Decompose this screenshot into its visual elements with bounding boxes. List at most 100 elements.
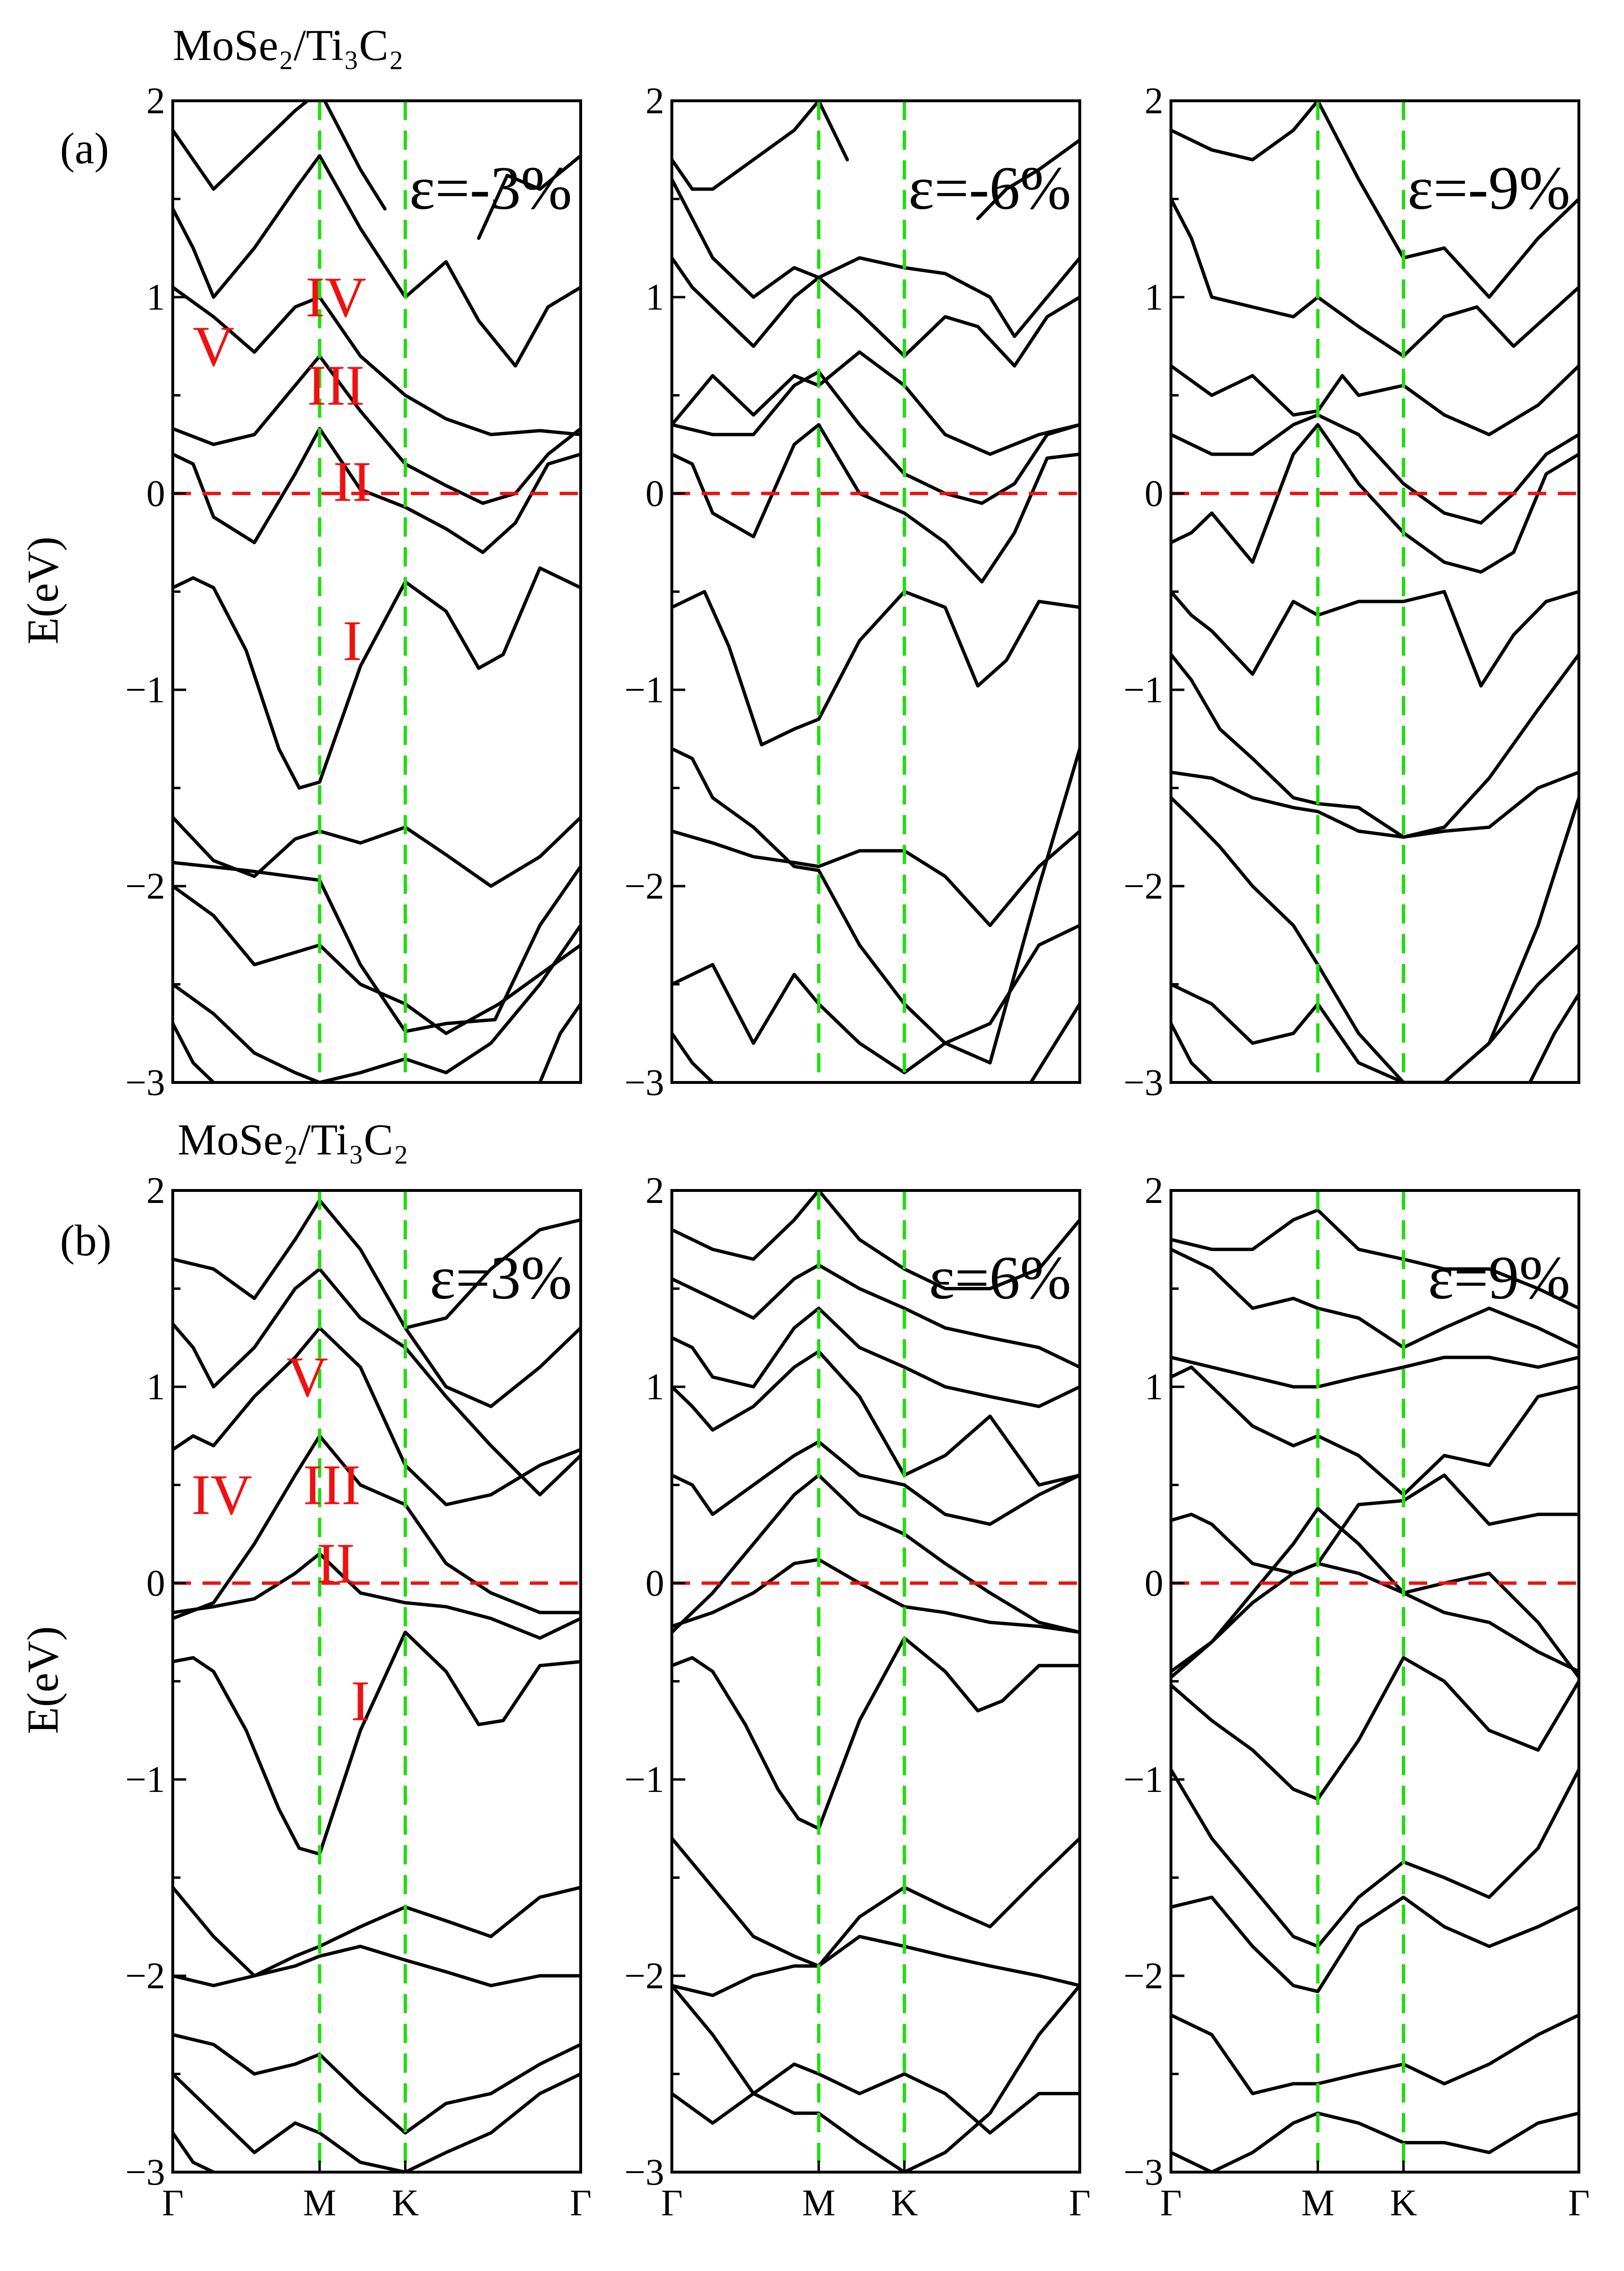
band-line-a3-b10 bbox=[1171, 943, 1579, 1082]
xtick-label-b2-1: M bbox=[802, 2182, 835, 2223]
strain-label-b1: ε=3% bbox=[430, 1244, 572, 1312]
band-line-b2-b5 bbox=[672, 1473, 1080, 1634]
ytick-label-b3-0: 2 bbox=[1145, 1169, 1163, 1211]
band-line-a2-b8 bbox=[672, 178, 1080, 338]
band-annotation-b1-4: I bbox=[351, 1669, 370, 1732]
panel-b3: 210−1−2−3Γ M K Γε=9% bbox=[1123, 1169, 1590, 2223]
xtick-label-b2-2: K bbox=[891, 2182, 918, 2223]
ylabel-b: E(eV) bbox=[18, 1626, 67, 1734]
band-line-a1-b2 bbox=[173, 816, 581, 888]
band-line-b1-b5 bbox=[173, 1434, 581, 1621]
band-line-a3-b12 bbox=[1528, 992, 1579, 1082]
ytick-label-b3-3: −1 bbox=[1123, 1758, 1163, 1800]
band-line-b1-b9 bbox=[404, 1218, 581, 1330]
band-line-a3-b5 bbox=[1171, 413, 1579, 525]
band-line-b3-b11 bbox=[1171, 1208, 1579, 1310]
bands-a1 bbox=[173, 101, 581, 1082]
band-line-a2-b7 bbox=[672, 256, 1080, 368]
panel-label-b: (b) bbox=[60, 1216, 111, 1265]
panel-a2: 2 1 0 −1 −2 −3 ε=-6% bbox=[624, 80, 1081, 1103]
band-line-b3-b1 bbox=[1171, 2013, 1579, 2095]
band-line-b2-b7 bbox=[672, 1349, 1080, 1487]
band-annotation-a1-0: V bbox=[193, 314, 235, 378]
band-annotation-a1-3: II bbox=[333, 449, 371, 513]
band-line-a1-b10 bbox=[173, 884, 581, 1035]
band-line-b2-b1 bbox=[672, 1935, 1080, 1997]
band-line-a3-b4 bbox=[1171, 423, 1579, 574]
band-line-a2-b11 bbox=[672, 924, 1080, 1075]
ytick-label-b1-3: −1 bbox=[125, 1758, 165, 1800]
xtick-label-b3-2: K bbox=[1390, 2182, 1417, 2223]
ytick-label-b1-0: 2 bbox=[146, 1169, 165, 1211]
band-line-a2-b3 bbox=[672, 590, 1080, 746]
band-line-a3-b3 bbox=[1171, 590, 1579, 688]
band-line-b1-b7 bbox=[173, 1267, 581, 1497]
ytick-label-a3-5: −3 bbox=[1123, 1061, 1163, 1103]
band-annotation-b1-2: III bbox=[303, 1453, 361, 1517]
band-line-a1-b4 bbox=[173, 427, 581, 554]
ytick-label-b3-4: −2 bbox=[1123, 1955, 1163, 1996]
ytick-label-a1-5: −3 bbox=[125, 1061, 165, 1103]
band-line-a1-b8 bbox=[173, 101, 387, 211]
band-annotation-a1-2: III bbox=[307, 353, 365, 417]
ytick-label-a1-4: −2 bbox=[125, 865, 165, 907]
bands-b1 bbox=[173, 1198, 581, 2172]
band-line-a2-b10 bbox=[976, 138, 1080, 220]
xtick-label-b1-3: Γ bbox=[570, 2182, 591, 2223]
bands-a3 bbox=[1171, 101, 1579, 1082]
band-line-a3-b1 bbox=[1171, 770, 1579, 839]
band-line-b1-b11 bbox=[173, 2072, 581, 2172]
ytick-label-b1-4: −2 bbox=[125, 1955, 165, 1996]
axes-box-b2 bbox=[670, 1189, 1081, 2174]
band-line-b2-b8 bbox=[672, 1306, 1080, 1408]
band-line-a3-b2 bbox=[1171, 652, 1579, 839]
row-title-b: MoSe₂/Ti₃C₂ bbox=[178, 1115, 408, 1164]
ytick-label-b1-5: −3 bbox=[125, 2151, 165, 2193]
band-line-b3-b10 bbox=[1171, 1248, 1579, 1349]
ytick-label-b2-4: −2 bbox=[624, 1955, 664, 1996]
ylabel-a: E(eV) bbox=[18, 537, 67, 645]
ytick-label-a2-2: 0 bbox=[645, 472, 664, 514]
xtick-label-b1-1: M bbox=[303, 2182, 336, 2223]
band-annotation-a1-1: IV bbox=[306, 265, 367, 329]
band-line-b3-b4 bbox=[1171, 1656, 1579, 1801]
row-title-a: MoSe₂/Ti₃C₂ bbox=[173, 21, 404, 70]
strain-label-a3: ε=-9% bbox=[1408, 154, 1570, 222]
band-line-b3-b3 bbox=[1171, 1768, 1579, 1948]
panel-label-a: (a) bbox=[60, 124, 109, 173]
band-line-a1-b12 bbox=[173, 1021, 215, 1082]
ytick-label-b1-2: 0 bbox=[146, 1562, 165, 1604]
band-line-b3-b8 bbox=[1171, 1365, 1579, 1497]
ytick-label-b3-1: 1 bbox=[1145, 1366, 1163, 1407]
band-line-a3-b11 bbox=[1171, 1021, 1214, 1082]
band-line-b1-b1 bbox=[173, 1945, 581, 1987]
ytick-label-b2-0: 2 bbox=[645, 1169, 664, 1211]
ytick-label-b3-5: −3 bbox=[1123, 2151, 1163, 2193]
band-line-b3-b6 bbox=[1171, 1507, 1579, 1673]
band-annotation-b1-1: IV bbox=[191, 1463, 252, 1526]
y-axis-labels: E(eV) E(eV) bbox=[18, 537, 67, 1734]
ytick-label-a1-2: 0 bbox=[146, 472, 165, 514]
ytick-label-a3-1: 1 bbox=[1145, 276, 1163, 318]
xtick-label-b2-0: Γ bbox=[661, 2182, 682, 2223]
band-line-b2-b3 bbox=[672, 1636, 1080, 1830]
axes-box-b1 bbox=[171, 1189, 582, 2174]
ytick-label-b2-1: 1 bbox=[645, 1366, 664, 1407]
band-annotation-b1-0: V bbox=[287, 1345, 328, 1409]
band-line-b1-b10 bbox=[173, 2033, 581, 2135]
axes-box-a3 bbox=[1170, 99, 1580, 1084]
xtick-label-b3-3: Γ bbox=[1568, 2182, 1589, 2223]
ytick-label-a2-5: −3 bbox=[624, 1061, 664, 1103]
band-line-a1-b7 bbox=[173, 154, 581, 368]
xtick-label-b2-3: Γ bbox=[1069, 2182, 1090, 2223]
band-line-a3-b9 bbox=[1171, 796, 1579, 1082]
band-line-b1-b4 bbox=[173, 1552, 581, 1640]
ytick-label-b1-1: 1 bbox=[146, 1366, 165, 1407]
band-line-a2-b5 bbox=[672, 370, 1080, 505]
strain-label-b3: ε=9% bbox=[1428, 1244, 1570, 1312]
ytick-label-a2-4: −2 bbox=[624, 865, 664, 907]
band-line-a3-b7 bbox=[1171, 197, 1579, 358]
